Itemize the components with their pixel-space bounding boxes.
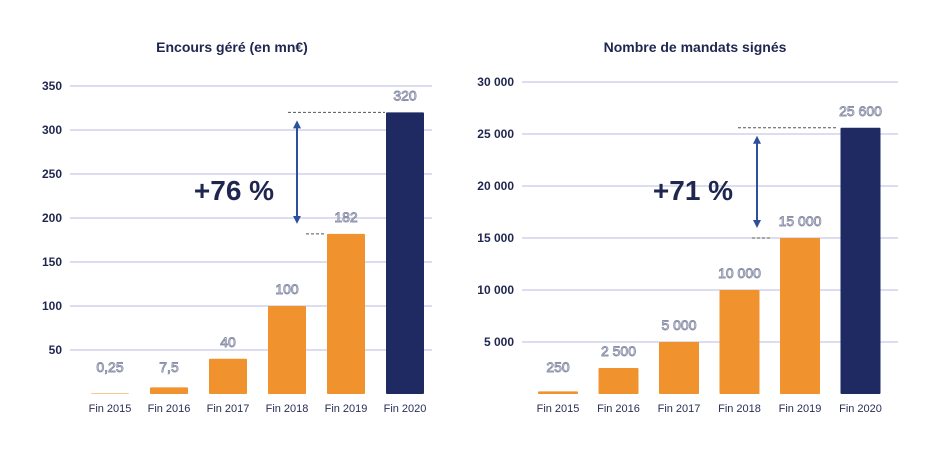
chart-2-x-tick-label: Fin 2018 [718,403,761,415]
chart-1-data-label: 182 [334,209,358,225]
chart-1-data-label: 320 [393,87,417,103]
chart-2-data-label: 2 500 [601,343,636,359]
chart-1-x-tick-label: Fin 2019 [325,403,368,415]
chart-1-y-tick-label: 150 [42,255,62,269]
chart-2-bar [538,391,578,394]
chart-1-x-tick-label: Fin 2015 [89,403,132,415]
chart-1-data-label: 40 [220,334,236,350]
chart-1-bar [268,306,306,394]
chart-1-x-tick-label: Fin 2020 [384,403,427,415]
chart-1-growth-annotation: +76 % [194,175,274,206]
chart-2-x-tick-label: Fin 2017 [658,403,701,415]
chart-2-y-tick-label: 20 000 [477,179,514,193]
chart-2-y-tick-label: 30 000 [477,75,514,89]
chart-2-x-tick-label: Fin 2015 [537,403,580,415]
chart-2-bar [598,368,639,394]
chart-2-bar [780,238,820,394]
chart-1-bar [209,358,247,394]
chart-1-bar [327,233,365,394]
chart-2-bar [719,290,760,394]
chart-1-bar [386,112,424,395]
chart-1-y-tick-label: 300 [42,123,62,137]
chart-2-data-label: 250 [546,359,570,375]
chart-2-data-label: 10 000 [718,265,761,281]
chart-2-data-label: 25 600 [839,103,882,119]
chart-1-y-tick-label: 50 [49,343,63,357]
chart-1-data-label: 7,5 [159,359,179,375]
chart-2-growth-annotation: +71 % [653,175,733,206]
chart-1-y-tick-label: 100 [42,299,62,313]
chart-2-x-tick-label: Fin 2016 [597,403,640,415]
chart-2-data-label: 5 000 [661,317,696,333]
chart-2-y-tick-label: 25 000 [477,127,514,141]
chart-1-bar [150,387,188,394]
chart-1-y-tick-label: 350 [42,79,62,93]
chart-1-x-tick-label: Fin 2016 [148,403,191,415]
chart-1-title: Encours géré (en mn€) [156,39,308,55]
chart-2-data-label: 15 000 [779,213,822,229]
chart-1-x-tick-label: Fin 2017 [207,403,250,415]
chart-1-bar [91,393,129,394]
chart-2-bar [840,127,881,394]
chart-1-x-tick-label: Fin 2018 [266,403,309,415]
chart-1-data-label: 100 [275,281,299,297]
chart-2-y-tick-label: 15 000 [477,231,514,245]
chart-2-title: Nombre de mandats signés [604,39,787,55]
chart-2-x-tick-label: Fin 2020 [839,403,882,415]
chart-2-y-tick-label: 10 000 [477,283,514,297]
chart-2-y-tick-label: 5 000 [484,335,514,349]
chart-2-bar [659,342,699,394]
chart-2-x-tick-label: Fin 2019 [779,403,822,415]
chart-1-y-tick-label: 200 [42,211,62,225]
chart-1-data-label: 0,25 [96,359,123,375]
chart-1-y-tick-label: 250 [42,167,62,181]
